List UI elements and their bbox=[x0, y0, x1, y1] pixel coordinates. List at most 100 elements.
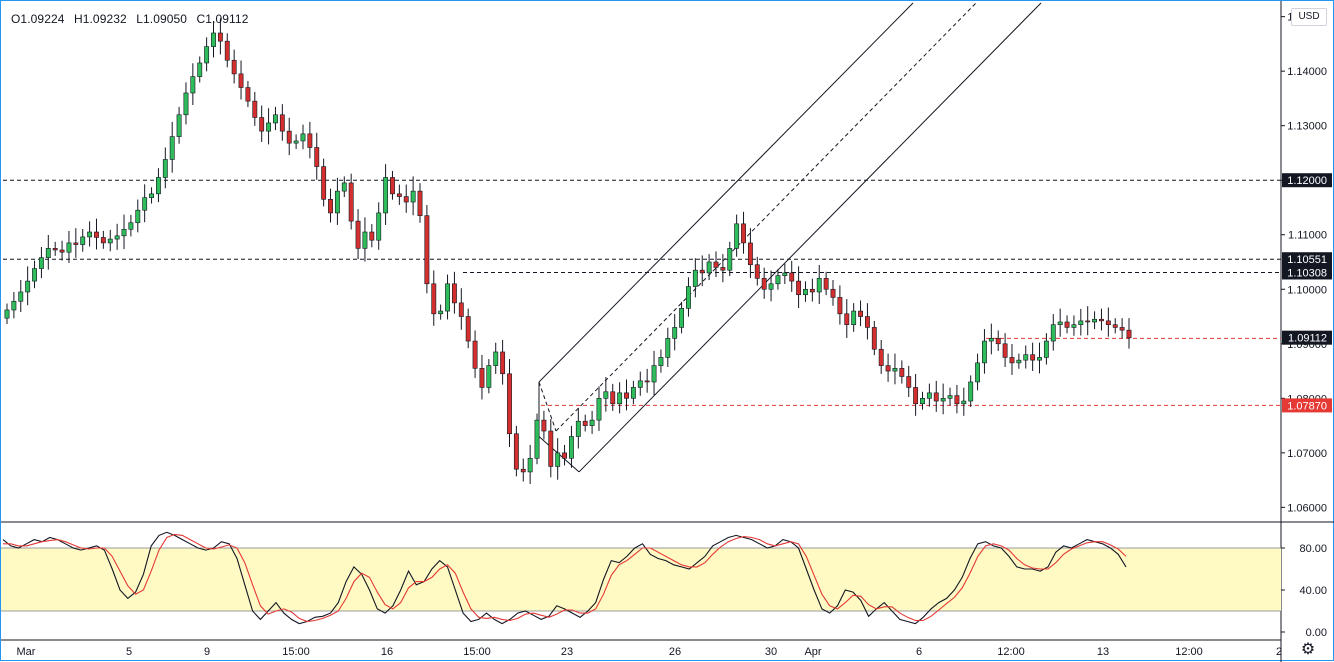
candle-body bbox=[761, 278, 767, 290]
ohlc-legend: O1.09224 H1.09232 L1.09050 C1.09112 bbox=[11, 12, 254, 26]
trend-channel[interactable] bbox=[538, 2, 1042, 473]
candle-body bbox=[754, 264, 760, 279]
candle-body bbox=[1009, 357, 1015, 364]
candle-body bbox=[190, 76, 196, 94]
channel-line bbox=[538, 381, 557, 432]
candle-body bbox=[562, 452, 567, 459]
candle-body bbox=[858, 310, 863, 317]
candle-body bbox=[961, 400, 967, 405]
price-label-box bbox=[1282, 398, 1332, 413]
candle-body bbox=[699, 269, 705, 274]
candle-body bbox=[520, 468, 526, 473]
candle-body bbox=[995, 338, 1001, 345]
candle-body bbox=[569, 436, 574, 459]
candle-body bbox=[582, 420, 588, 426]
time-tick-label: 15:00 bbox=[282, 646, 310, 658]
candle-body bbox=[651, 365, 657, 383]
candle-body bbox=[555, 452, 561, 467]
candle-body bbox=[823, 278, 829, 290]
candle-body bbox=[575, 420, 581, 437]
candle-body bbox=[273, 114, 278, 124]
candle-body bbox=[665, 338, 671, 358]
stoch-band bbox=[1, 548, 1281, 611]
candle-body bbox=[954, 395, 960, 405]
candle-body bbox=[183, 92, 189, 116]
candle-body bbox=[493, 351, 499, 366]
candle-body bbox=[383, 177, 389, 214]
candle-body bbox=[341, 182, 347, 192]
candle-body bbox=[334, 190, 340, 214]
time-tick-label: 15:00 bbox=[463, 646, 491, 658]
candle-body bbox=[18, 291, 24, 302]
candle-body bbox=[162, 159, 168, 178]
candle-body bbox=[403, 196, 409, 203]
candle-body bbox=[424, 215, 430, 285]
candle-body bbox=[871, 327, 877, 350]
candle-body bbox=[933, 392, 939, 402]
stoch-tick-label: 40.00 bbox=[1299, 585, 1327, 597]
channel-line bbox=[538, 2, 914, 383]
candle-body bbox=[238, 73, 244, 88]
candle-body bbox=[396, 193, 402, 197]
candle-body bbox=[1002, 343, 1008, 358]
candle-body bbox=[603, 391, 609, 399]
candle-body bbox=[445, 283, 450, 312]
candle-body bbox=[968, 381, 974, 402]
ohlc-low: L1.09050 bbox=[136, 12, 188, 26]
candle-body bbox=[38, 257, 44, 269]
candle-body bbox=[782, 272, 788, 276]
candle-body bbox=[458, 302, 464, 317]
candle-body bbox=[789, 272, 795, 282]
time-tick-label: Apr bbox=[804, 646, 821, 658]
candle-body bbox=[1064, 321, 1070, 328]
time-axis[interactable]: Mar 5 9 15:00 16 15:00 23 26 30 Apr 6 12:00 13 12:00 2 bbox=[17, 646, 1283, 658]
candle-body bbox=[988, 338, 994, 342]
candle-body bbox=[224, 40, 230, 61]
candle-body bbox=[672, 327, 678, 339]
time-tick-label: 26 bbox=[669, 646, 681, 658]
candle-body bbox=[610, 391, 616, 405]
candle-body bbox=[1030, 354, 1036, 361]
gear-icon[interactable]: ⚙ bbox=[1300, 641, 1316, 658]
price-label-text: 1.12000 bbox=[1287, 175, 1327, 187]
candle-body bbox=[1071, 324, 1077, 328]
candle-body bbox=[362, 231, 368, 249]
price-label-box bbox=[1282, 265, 1332, 280]
candle-body bbox=[472, 340, 478, 369]
stoch-tick-label: 80.00 bbox=[1299, 543, 1327, 555]
currency-button[interactable]: USD bbox=[1291, 8, 1327, 26]
candle-body bbox=[1057, 321, 1063, 326]
candlestick-series bbox=[4, 18, 1132, 484]
candle-body bbox=[892, 368, 898, 372]
time-tick-label: 9 bbox=[204, 646, 210, 658]
candle-body bbox=[617, 392, 623, 405]
candle-body bbox=[982, 340, 987, 364]
candle-body bbox=[307, 133, 313, 148]
candle-body bbox=[878, 348, 884, 366]
candle-body bbox=[768, 283, 774, 290]
time-tick-label: 6 bbox=[916, 646, 922, 658]
candle-body bbox=[686, 286, 691, 309]
candle-body bbox=[217, 32, 223, 42]
price-tick-label: 1.14000 bbox=[1287, 66, 1327, 78]
candle-body bbox=[11, 300, 17, 311]
candle-body bbox=[816, 278, 822, 293]
candle-body bbox=[279, 114, 285, 132]
candle-body bbox=[300, 133, 306, 142]
price-tick-label: 1.06000 bbox=[1287, 502, 1327, 514]
candle-body bbox=[114, 235, 120, 240]
time-tick-label: Mar bbox=[17, 646, 36, 658]
candle-body bbox=[796, 280, 802, 296]
price-axis[interactable]: 1.150001.140001.130001.120001.110001.100… bbox=[1281, 12, 1332, 639]
candle-body bbox=[169, 136, 175, 160]
candle-body bbox=[417, 190, 423, 216]
candle-body bbox=[135, 209, 141, 224]
candle-body bbox=[809, 288, 815, 293]
candle-body bbox=[1105, 320, 1111, 326]
candle-body bbox=[94, 231, 99, 238]
price-label-text: 1.07870 bbox=[1287, 400, 1327, 412]
candle-body bbox=[465, 316, 471, 342]
candle-body bbox=[1037, 357, 1042, 361]
candle-body bbox=[1112, 324, 1118, 328]
